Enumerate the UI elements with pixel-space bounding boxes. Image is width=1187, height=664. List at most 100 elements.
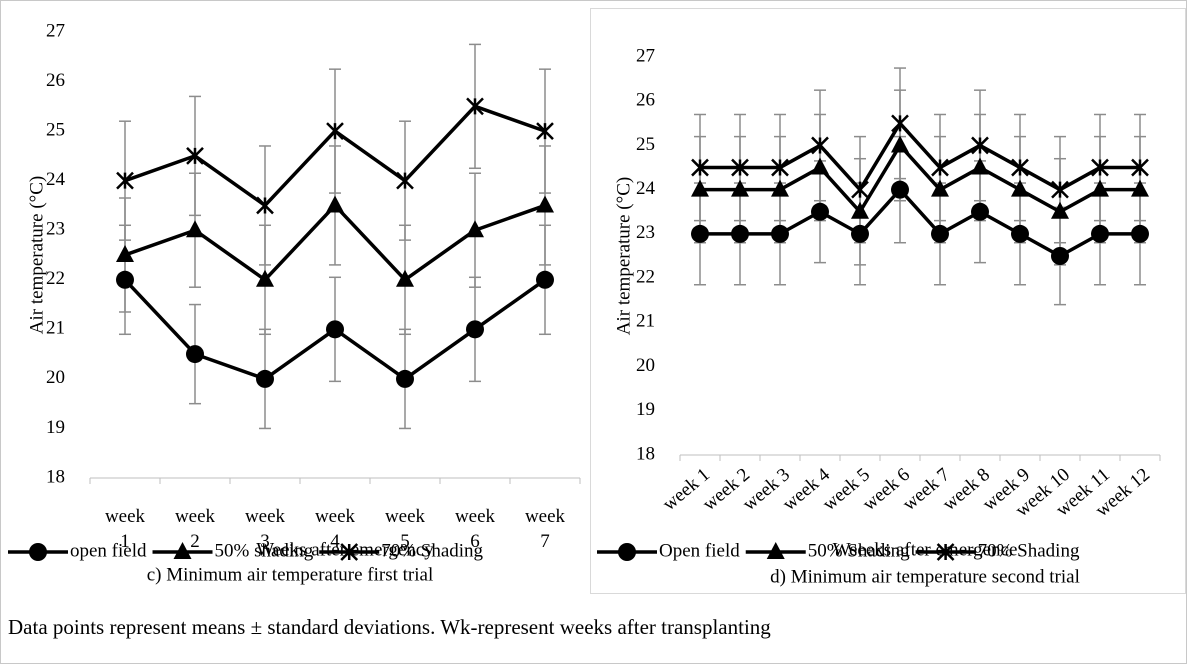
caption: d) Minimum air temperature second trial (770, 566, 1080, 587)
marker-triangle (536, 195, 554, 213)
marker-triangle (891, 135, 909, 153)
y-axis-title: Air temperature (°C) (613, 177, 634, 335)
marker (891, 114, 909, 133)
marker (326, 320, 344, 339)
marker (396, 269, 414, 287)
marker (1051, 201, 1069, 219)
marker (466, 97, 484, 116)
x-tick-label: week 4 (315, 506, 356, 552)
marker (186, 147, 204, 165)
marker-circle (691, 224, 709, 243)
marker-triangle (1131, 179, 1149, 197)
marker (891, 135, 909, 153)
x-axis-title: Weeeks after emergence (833, 539, 1018, 560)
marker-asterisk (1051, 180, 1069, 199)
marker-asterisk (326, 122, 344, 140)
x-tick-label: week 2 (175, 506, 216, 552)
marker-asterisk (466, 97, 484, 116)
y-tick-label: 25 (46, 119, 65, 140)
legend-label: Open field (659, 540, 740, 561)
marker-asterisk (186, 147, 204, 165)
x-tick-label: week 7 (525, 506, 566, 552)
marker-asterisk (396, 171, 414, 190)
marker (1051, 247, 1069, 265)
marker-triangle (771, 179, 789, 197)
marker-triangle (931, 179, 949, 197)
marker-circle (1091, 224, 1109, 243)
legend-label: 70% Shading (381, 540, 483, 561)
marker (536, 270, 554, 289)
y-tick-label: 27 (636, 45, 655, 66)
y-axis-title: Air temperature (°C) (26, 176, 47, 334)
marker (116, 245, 134, 262)
y-tick-label: 19 (636, 399, 655, 420)
marker (1131, 179, 1149, 197)
chart-frame (590, 8, 1186, 594)
marker (396, 171, 414, 190)
marker (256, 196, 274, 215)
y-tick-label: 25 (636, 134, 655, 155)
legend-label: 50% shading (215, 540, 314, 561)
marker (1131, 158, 1149, 177)
series-line (700, 143, 1140, 214)
marker-triangle (851, 201, 869, 219)
x-axis-title: Weeks after emergency (256, 539, 434, 560)
marker-triangle (811, 157, 829, 175)
marker (1011, 224, 1029, 243)
marker-asterisk (1091, 158, 1109, 177)
marker-circle (116, 270, 134, 289)
marker (29, 543, 47, 561)
y-tick-label: 18 (636, 443, 655, 464)
marker-circle (1131, 224, 1149, 243)
marker (851, 224, 869, 243)
marker-triangle (326, 195, 344, 213)
marker (116, 171, 134, 190)
marker-triangle (766, 542, 785, 559)
y-tick-label: 21 (46, 318, 65, 339)
marker (771, 158, 789, 177)
marker-triangle (731, 179, 749, 197)
marker-triangle (256, 269, 274, 287)
marker-asterisk (1011, 158, 1029, 177)
marker (1131, 224, 1149, 243)
marker-circle (466, 320, 484, 339)
marker (771, 179, 789, 197)
y-tick-label: 23 (46, 219, 65, 240)
marker (396, 369, 414, 388)
marker-circle (851, 224, 869, 243)
y-tick-label: 22 (636, 266, 655, 287)
marker (971, 136, 989, 155)
y-tick-label: 26 (46, 70, 65, 91)
marker-circle (891, 180, 909, 199)
marker-circle (396, 369, 414, 388)
marker-triangle (173, 542, 192, 559)
marker (536, 195, 554, 213)
marker (618, 543, 636, 561)
marker-triangle (1051, 201, 1069, 219)
marker (116, 270, 134, 289)
marker (256, 269, 274, 287)
marker-triangle (186, 220, 204, 238)
marker-circle (29, 543, 47, 561)
marker (691, 158, 709, 177)
marker-asterisk (340, 543, 359, 561)
legend-label: 50% Shading (808, 540, 910, 561)
y-tick-label: 21 (636, 311, 655, 332)
marker (731, 224, 749, 243)
marker-circle (971, 202, 989, 221)
marker (536, 122, 554, 140)
marker (326, 122, 344, 140)
marker (771, 224, 789, 243)
marker-asterisk (971, 136, 989, 155)
marker-triangle (691, 179, 709, 197)
marker (1011, 179, 1029, 197)
marker-asterisk (731, 158, 749, 177)
series-line (700, 121, 1140, 192)
marker-asterisk (691, 158, 709, 177)
marker (931, 158, 949, 177)
y-tick-label: 26 (636, 90, 655, 111)
marker-circle (256, 369, 274, 388)
y-tick-label: 27 (46, 20, 65, 41)
marker (340, 543, 359, 561)
